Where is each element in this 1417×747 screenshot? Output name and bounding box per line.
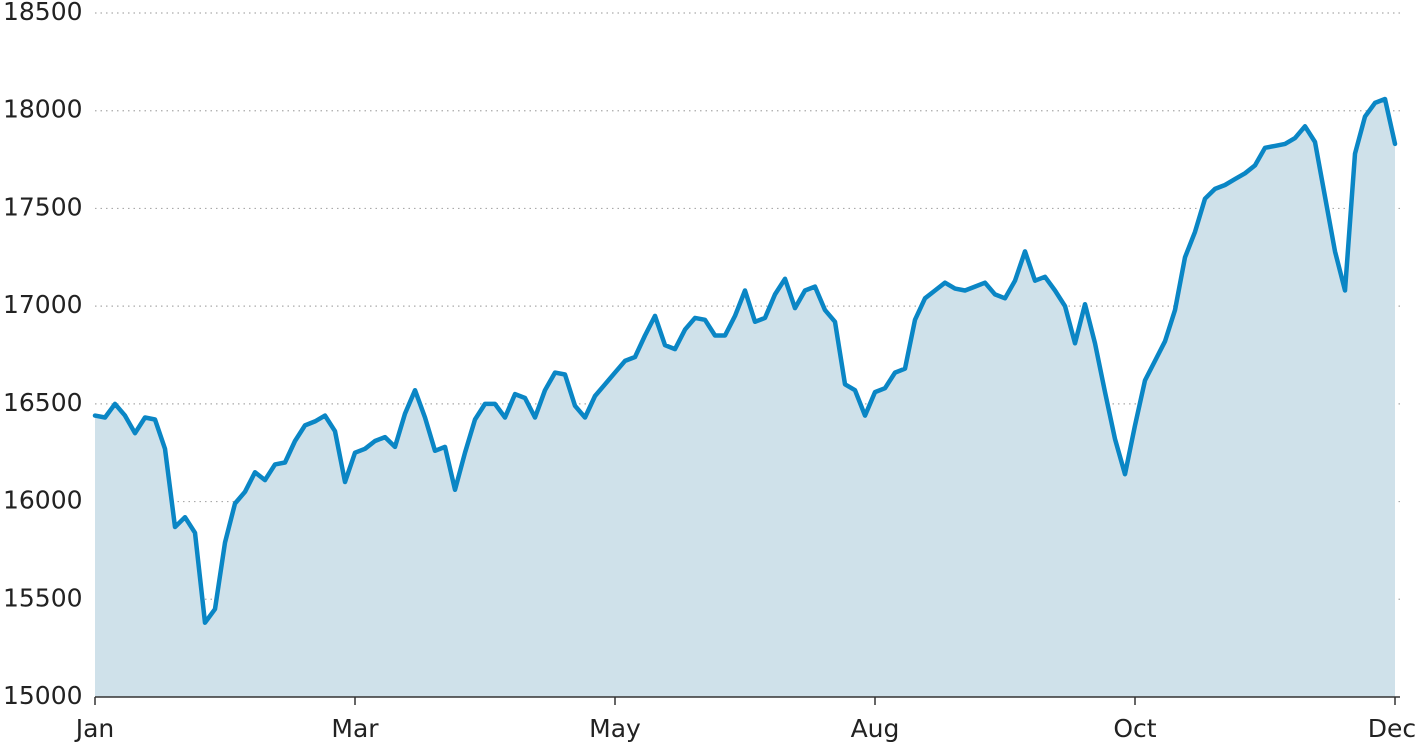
y-tick-label: 16000	[3, 486, 83, 515]
y-tick-label: 15000	[3, 681, 83, 710]
y-tick-label: 17500	[3, 192, 83, 221]
y-tick-label: 18000	[3, 95, 83, 124]
x-tick-label: Aug	[851, 714, 900, 743]
x-tick-label: Mar	[331, 714, 379, 743]
x-tick-label: Jan	[74, 714, 115, 743]
area-fill	[95, 99, 1395, 697]
line	[92, 96, 1398, 625]
x-tick-label: Dec	[1368, 714, 1416, 743]
y-tick-label: 18500	[3, 0, 83, 26]
y-tick-label: 15500	[3, 583, 83, 612]
y-tick-label: 17000	[3, 290, 83, 319]
x-tick-label: May	[589, 714, 641, 743]
y-tick-label: 16500	[3, 388, 83, 417]
x-tick-label: Oct	[1113, 714, 1156, 743]
